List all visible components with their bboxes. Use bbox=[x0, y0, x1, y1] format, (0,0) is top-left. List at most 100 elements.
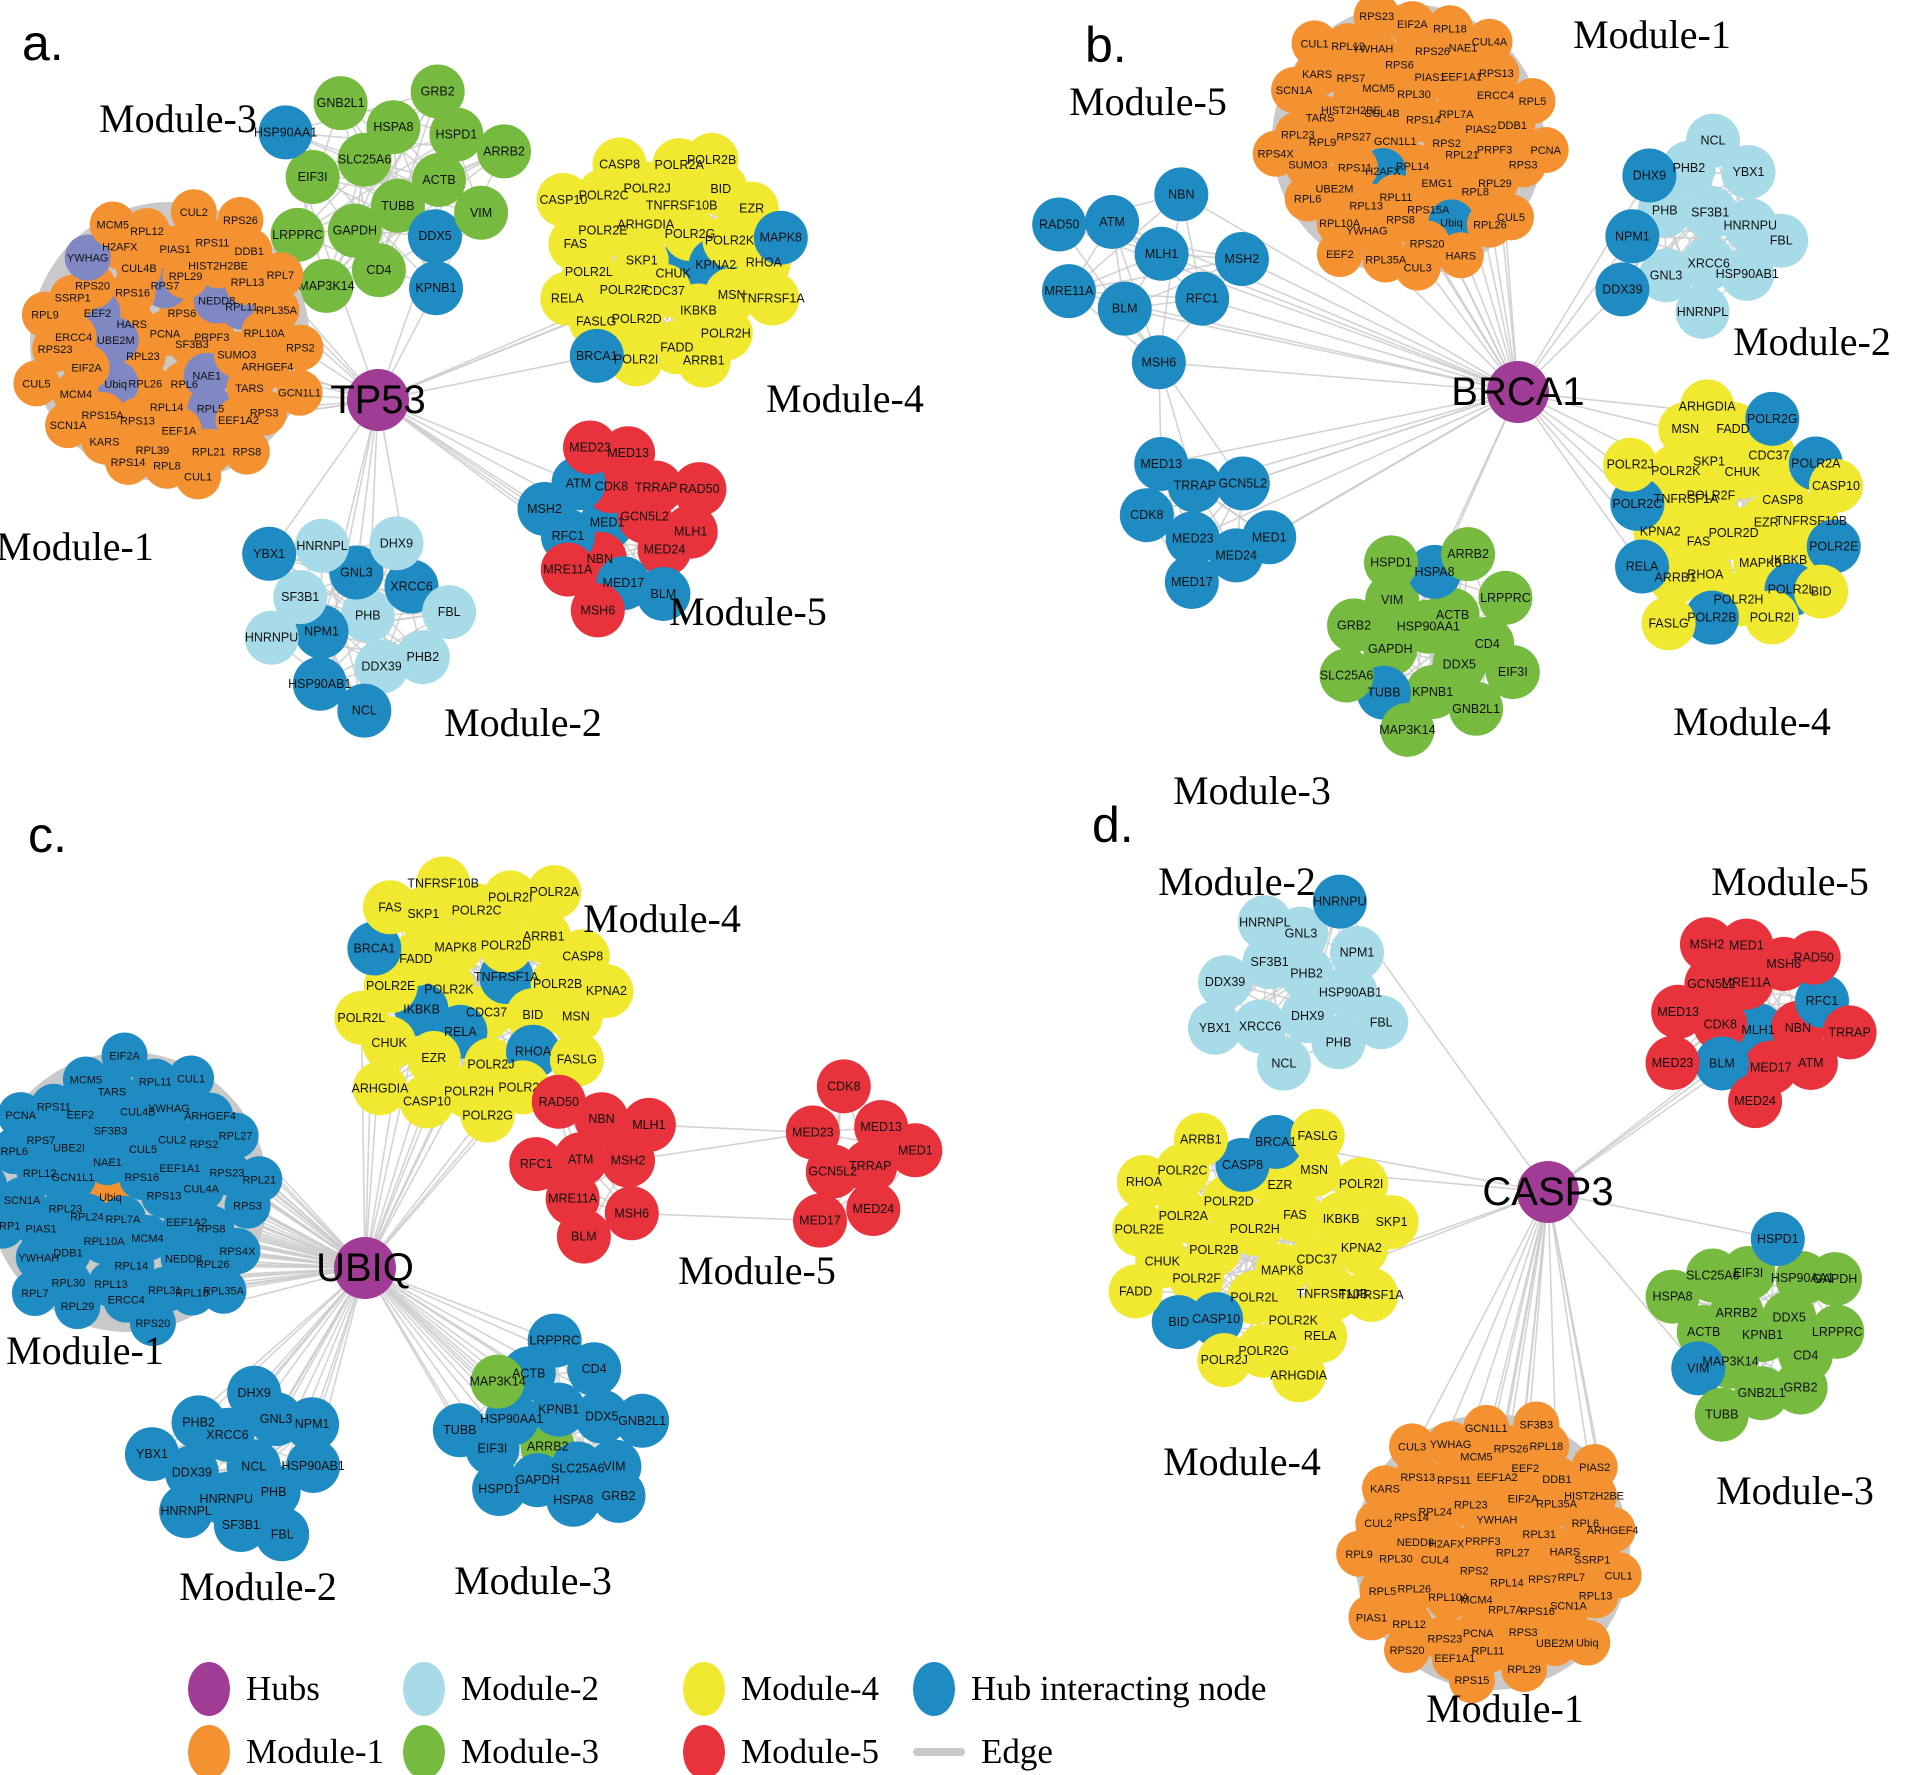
hub-node-BRCA1 bbox=[1487, 361, 1549, 423]
node-a-EIF3I bbox=[285, 150, 340, 205]
node-c-EIF2A bbox=[101, 1032, 148, 1079]
node-d-GAPDH bbox=[1808, 1252, 1863, 1307]
node-c-RPL29 bbox=[54, 1283, 101, 1330]
panel-d-module-4-nodes: POLR2HMAPK8POLR2BFASPOLR2LPOLR2DCDC37POL… bbox=[1108, 1108, 1419, 1403]
node-a-ARRB2 bbox=[477, 124, 532, 179]
node-c-POLR2A bbox=[527, 865, 582, 920]
node-b-MED13 bbox=[1134, 436, 1189, 491]
node-c-NPM1 bbox=[285, 1397, 340, 1452]
node-a-CASP10 bbox=[536, 172, 591, 227]
node-b-EIF2A bbox=[1389, 1, 1436, 48]
node-a-XRCC6 bbox=[384, 559, 439, 614]
panel-a-module-4: CHUKSKP1POLR2GCDC37ARHGDIAKPNA2POLR2FTNF… bbox=[536, 132, 924, 421]
module-title-b-module-1: Module-1 bbox=[1573, 12, 1731, 57]
node-d-TUBB bbox=[1694, 1387, 1749, 1442]
node-d-BRCA1 bbox=[1248, 1114, 1303, 1169]
panel-d: PHB2DHX9SF3B1HSP90AB1XRCC6GNL3PHBDDX39NP… bbox=[1092, 797, 1877, 1731]
module-title-d-module-5: Module-5 bbox=[1711, 859, 1869, 904]
panel-c-module-5-nodes: ATM MSH2MRE11ANBNMSH6RFC1MLH1BLMRAD50TRRA… bbox=[509, 1059, 943, 1264]
node-b-MED23 bbox=[1165, 511, 1220, 566]
node-c-YBX1 bbox=[124, 1427, 179, 1482]
node-c-CD4 bbox=[567, 1342, 622, 1397]
node-c-MED1 bbox=[888, 1123, 943, 1178]
panel-c-module-2-nodes: NCLHNRNPUXRCC6PHBDDX39GNL3SF3B1PHB2HSP90… bbox=[124, 1365, 345, 1562]
module-title-c-module-2: Module-2 bbox=[179, 1564, 337, 1609]
node-c-MSH6 bbox=[604, 1186, 659, 1241]
node-a-POLR2I bbox=[609, 332, 664, 387]
panel-letter-a: a. bbox=[22, 15, 64, 71]
node-c-NBN bbox=[574, 1092, 629, 1147]
panel-a-module-4-nodes: CHUKSKP1POLR2GCDC37ARHGDIAKPNA2POLR2FTNF… bbox=[536, 132, 808, 388]
node-c-RPS20 bbox=[129, 1299, 176, 1346]
node-d-VIM bbox=[1671, 1341, 1726, 1396]
node-b-SLC25A6 bbox=[1319, 648, 1374, 703]
node-b-ARHGDIA bbox=[1680, 379, 1735, 434]
node-d-RPS20 bbox=[1384, 1626, 1431, 1673]
node-d-RPL29 bbox=[1501, 1646, 1548, 1693]
node-b-CUL4A bbox=[1466, 18, 1513, 65]
node-c-GRB2 bbox=[591, 1468, 646, 1523]
node-d-ARHGDIA bbox=[1271, 1348, 1326, 1403]
module-title-b-module-5: Module-5 bbox=[1069, 79, 1227, 124]
node-c-BRCA1 bbox=[347, 921, 402, 976]
node-b-MSH2 bbox=[1214, 232, 1269, 287]
node-c-POLR2G bbox=[460, 1088, 515, 1143]
node-d-YBX1 bbox=[1187, 1000, 1242, 1055]
node-c-KPNA2 bbox=[579, 964, 634, 1019]
module-title-c-module-4: Module-4 bbox=[583, 896, 741, 941]
node-c-YWHAH bbox=[15, 1234, 62, 1281]
node-b-RPS4X bbox=[1252, 130, 1299, 177]
panel-c-module-5: ATM MSH2MRE11ANBNMSH6RFC1MLH1BLMRAD50TRRA… bbox=[509, 1059, 943, 1293]
node-d-MED24 bbox=[1728, 1074, 1783, 1129]
node-c-MED23 bbox=[785, 1105, 840, 1160]
node-d-GCN1L1 bbox=[1463, 1404, 1510, 1451]
node-c-RPS6 bbox=[0, 1168, 8, 1203]
node-a-MAP3K14 bbox=[299, 258, 354, 313]
node-b-RPL18 bbox=[1426, 5, 1473, 52]
node-a-RAD50 bbox=[672, 462, 727, 517]
node-b-RFC1 bbox=[1175, 271, 1230, 326]
node-c-HNRNPL bbox=[159, 1484, 214, 1539]
node-c-MLH1 bbox=[621, 1097, 676, 1152]
node-c-PHB2 bbox=[171, 1395, 226, 1450]
node-c-ARHGDIA bbox=[352, 1061, 407, 1116]
node-c-HSPD1 bbox=[472, 1462, 527, 1517]
node-c-RFC1 bbox=[509, 1137, 564, 1192]
node-a-RPS26 bbox=[217, 196, 264, 243]
panel-c-module-1-nodes: UbiqRPS16RPL7ANAE1RPS13RPL24CUL5MCM4GCN1… bbox=[0, 1032, 283, 1346]
node-d-MED23 bbox=[1645, 1035, 1700, 1090]
node-b-POLR2I bbox=[1744, 590, 1799, 645]
node-a-YBX1 bbox=[242, 526, 297, 581]
node-c-RPL27 bbox=[212, 1112, 259, 1159]
panel-d-module-1: PRPF3RPL27RPS2YWHAHRPL14H2AFXRPL31MCM4RP… bbox=[1336, 1401, 1642, 1731]
node-a-HSPD1 bbox=[429, 107, 484, 162]
panel-d-module-2-nodes: PHB2DHX9SF3B1HSP90AB1XRCC6GNL3PHBDDX39NP… bbox=[1187, 874, 1409, 1091]
module-title-c-module-1: Module-1 bbox=[6, 1328, 164, 1373]
hub-node-CASP3 bbox=[1517, 1161, 1579, 1223]
node-b-MED17 bbox=[1164, 554, 1219, 609]
node-d-ARHGEF4 bbox=[1589, 1506, 1636, 1553]
node-c-FAS bbox=[363, 880, 418, 935]
panel-c-module-1: UbiqRPS16RPL7ANAE1RPS13RPL24CUL5MCM4GCN1… bbox=[0, 1032, 283, 1373]
node-d-RPL9 bbox=[1336, 1530, 1383, 1577]
node-b-POLR2J bbox=[1603, 437, 1658, 492]
node-d-DDX39 bbox=[1198, 955, 1253, 1010]
node-b-RELA bbox=[1615, 539, 1670, 594]
node-a-HSP90AB1 bbox=[292, 656, 347, 711]
node-d-HSPA8 bbox=[1645, 1269, 1700, 1324]
panel-letter-d: d. bbox=[1092, 797, 1134, 853]
panel-d-hub-edges bbox=[1178, 901, 1823, 1639]
panel-b-module-2: SF3B1XRCC6PHBHNRNPUGNL3PHB2HSP90AB1NPM1Y… bbox=[1595, 113, 1891, 364]
node-c-EZR bbox=[406, 1031, 461, 1086]
hub-label-TP53: TP53 bbox=[330, 378, 426, 422]
module-title-a-module-4: Module-4 bbox=[766, 376, 924, 421]
node-a-MSH2 bbox=[517, 481, 572, 536]
node-b-LRPPRC bbox=[1478, 570, 1533, 625]
node-a-HSP90AA1 bbox=[258, 105, 313, 160]
panel-b-module-1: GCN1L1RPS14RPL14CUL4BRPS2H2AFXRPL30EMG1R… bbox=[1252, 0, 1731, 291]
node-a-CD4 bbox=[351, 243, 406, 298]
node-b-HSPD1 bbox=[1363, 535, 1418, 590]
module-title-a-module-2: Module-2 bbox=[444, 700, 602, 745]
node-a-RPS2 bbox=[277, 324, 324, 371]
